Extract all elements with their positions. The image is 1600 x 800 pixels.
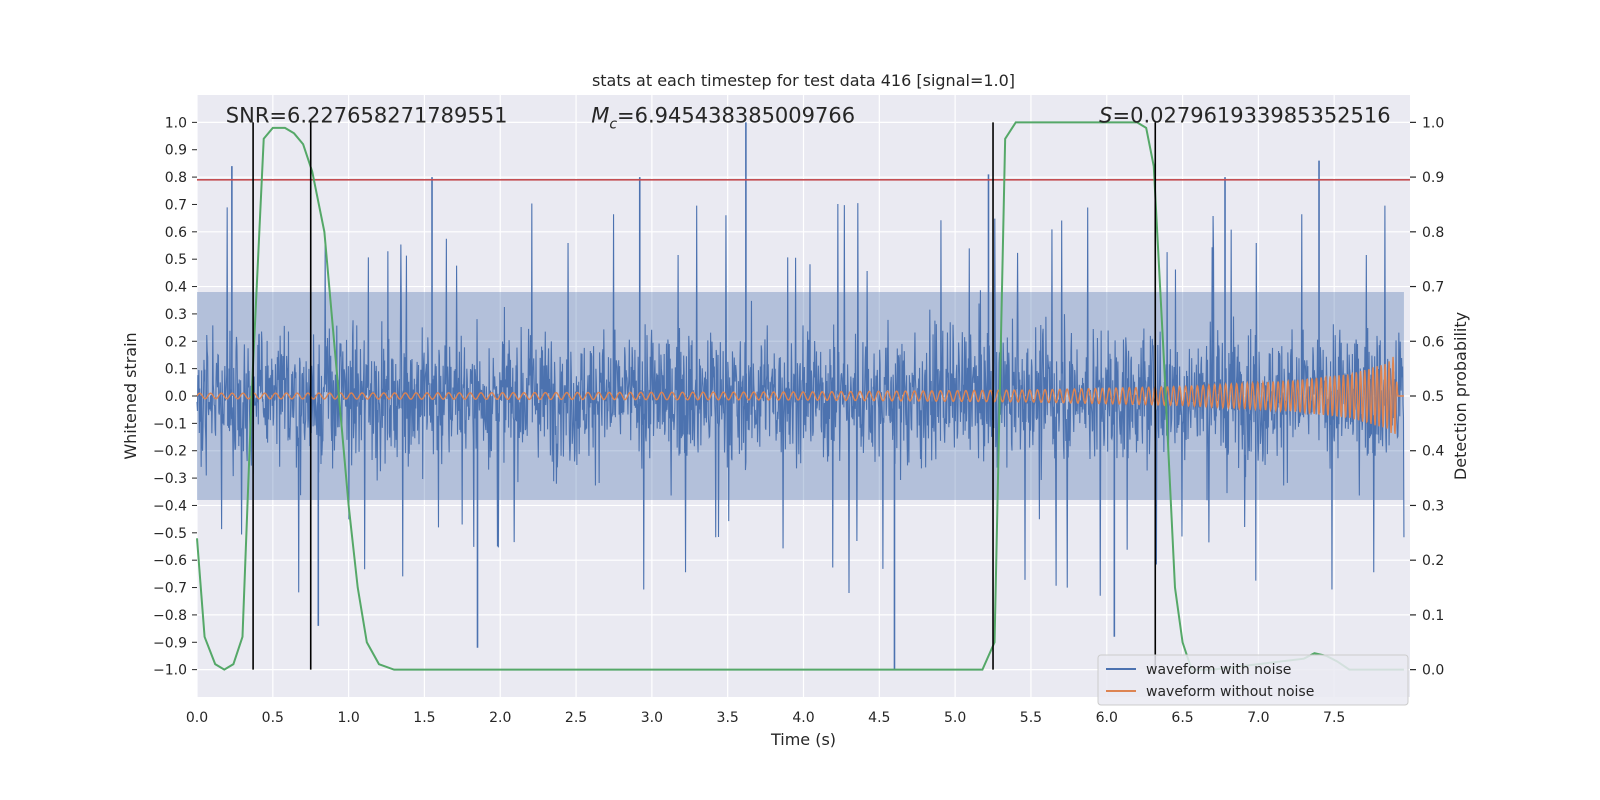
x-tick-label: 5.0 [944, 710, 966, 726]
axes: 0.0 0.5 1.0 1.5 2.0 2.5 3.0 3.5 4.0 4.5 5.0 5.5 6.0 6… [153, 115, 1444, 726]
x-axis-label: Time (s) [770, 730, 836, 749]
x-tick-label: 6.0 [1096, 710, 1118, 726]
y-left-tick-label: 0.1 [165, 362, 187, 378]
y-left-tick-label: −0.9 [153, 635, 187, 651]
x-tick-label: 3.0 [641, 710, 663, 726]
x-tick-label: 5.5 [1020, 710, 1042, 726]
x-tick-label: 7.0 [1247, 710, 1269, 726]
y-left-tick-label: −1.0 [153, 663, 187, 679]
y-left-tick-label: −0.4 [153, 498, 187, 514]
y-left-tick-label: 0.7 [165, 197, 187, 213]
y-right-tick-label: 0.1 [1422, 608, 1444, 624]
legend: waveform with noise waveform without noi… [1097, 654, 1409, 706]
y-left-tick-label: −0.5 [153, 526, 187, 542]
x-tick-label: 2.5 [565, 710, 587, 726]
y-axis-left-label: Whitened strain [121, 332, 140, 459]
vertical-markers [252, 122, 1157, 670]
x-tick-label: 2.0 [489, 710, 511, 726]
legend-box [1097, 654, 1409, 706]
y-right-tick-label: 0.6 [1422, 334, 1444, 350]
y-right-tick-label: 0.9 [1422, 170, 1444, 186]
legend-label-clean: waveform without noise [1146, 684, 1314, 700]
y-right-tick-label: 0.4 [1422, 444, 1444, 460]
y-right-tick-label: 0.3 [1422, 498, 1444, 514]
y-left-tick-label: 0.5 [165, 252, 187, 268]
annotation-chirp-mass: Mc=6.945438385009766 [591, 103, 855, 132]
y-right-tick-label: 0.8 [1422, 225, 1444, 241]
x-tick-label: 6.5 [1171, 710, 1193, 726]
y-left-tick-label: −0.7 [153, 581, 187, 597]
y-left-tick-label: −0.6 [153, 553, 187, 569]
y-left-tick-label: 0.3 [165, 307, 187, 323]
y-left-tick-label: −0.8 [153, 608, 187, 624]
y-right-tick-label: 0.7 [1422, 280, 1444, 296]
series-waveform-without-noise [196, 356, 1404, 434]
y-left-tick-label: 1.0 [165, 115, 187, 131]
y-left-tick-label: 0.4 [165, 280, 187, 296]
clean-waveform-line [196, 356, 1404, 434]
y-axis-right-label: Detection probability [1451, 312, 1470, 480]
y-left-tick-label: 0.2 [165, 334, 187, 350]
y-right-tick-label: 0.2 [1422, 553, 1444, 569]
x-tick-label: 1.0 [337, 710, 359, 726]
y-left-tick-label: −0.2 [153, 444, 187, 460]
y-right-tick-label: 0.0 [1422, 663, 1444, 679]
legend-label-noise: waveform with noise [1146, 662, 1291, 678]
y-right-tick-label: 0.5 [1422, 389, 1444, 405]
annotation-s: S=0.027961933985352516 [1099, 103, 1390, 127]
y-left-tick-label: 0.8 [165, 170, 187, 186]
y-right-tick-label: 1.0 [1422, 115, 1444, 131]
x-tick-label: 1.5 [413, 710, 435, 726]
noisy-waveform-line [196, 203, 1405, 596]
y-left-tick-label: −0.1 [153, 416, 187, 432]
y-left-tick-label: −0.3 [153, 471, 187, 487]
y-left-tick-label: 0.6 [165, 225, 187, 241]
y-left-tick-label: 0.0 [165, 389, 187, 405]
x-tick-label: 4.5 [868, 710, 890, 726]
x-tick-label: 4.0 [792, 710, 814, 726]
x-tick-label: 0.5 [262, 710, 284, 726]
annotation-snr: SNR=6.227658271789551 [226, 103, 508, 127]
x-tick-label: 7.5 [1323, 710, 1345, 726]
chart-title: stats at each timestep for test data 416… [592, 71, 1015, 90]
y-left-tick-label: 0.9 [165, 143, 187, 159]
x-tick-label: 3.5 [717, 710, 739, 726]
x-tick-label: 0.0 [186, 710, 208, 726]
